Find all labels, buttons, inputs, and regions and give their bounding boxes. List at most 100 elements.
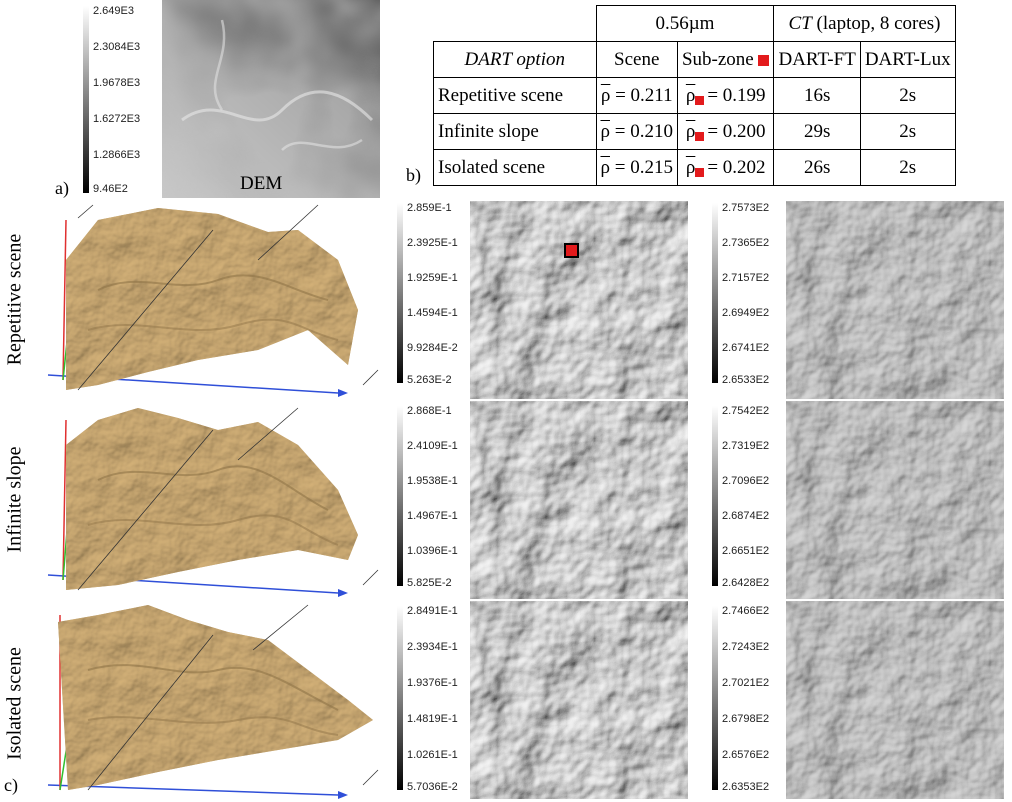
wavelength-header: 0.56µm <box>595 5 775 42</box>
rho-symbol: ρ <box>600 120 610 142</box>
scene-value: = 0.210 <box>614 120 673 142</box>
subzone-marker-icon <box>758 54 770 66</box>
row-option: Isolated scene <box>433 149 597 186</box>
colorbar-gradient <box>397 606 403 790</box>
row-scene-value: ρ = 0.211 <box>595 77 678 114</box>
colorbar-gradient <box>712 203 718 383</box>
table-row: Isolated scene ρ = 0.215 ρ = 0.202 26s 2s <box>433 149 956 186</box>
reflectance-colorbar-infinite: 2.868E-1 2.4109E-1 1.9538E-1 1.4967E-1 1… <box>397 405 469 589</box>
dart-results-table: 0.56µm CT (laptop, 8 cores) DART option … <box>433 5 956 186</box>
dem-colorbar-label: 1.9678E3 <box>93 77 141 89</box>
colorbar-label: 2.3925E-1 <box>407 237 458 249</box>
colorbar-gradient <box>712 606 718 790</box>
subzone-value: = 0.200 <box>707 120 766 142</box>
colorbar-label: 2.6874E2 <box>722 510 770 522</box>
colorbar-label: 1.9259E-1 <box>407 272 458 284</box>
reflectance-colorbar-isolated: 2.8491E-1 2.3934E-1 1.9376E-1 1.4819E-1 … <box>397 605 469 793</box>
reflectance-image-infinite <box>470 401 688 599</box>
colorbar-label: 2.8491E-1 <box>407 605 458 617</box>
colorbar-label: 2.859E-1 <box>407 202 452 214</box>
colorbar-label: 9.9284E-2 <box>407 342 458 354</box>
colorbar-label: 2.6533E2 <box>722 374 770 386</box>
subzone-marker-icon <box>695 167 705 177</box>
colorbar-label: 1.4594E-1 <box>407 307 458 319</box>
row-subzone-value: ρ = 0.199 <box>676 77 775 114</box>
rho-symbol: ρ <box>685 120 696 142</box>
temperature-colorbar-isolated: 2.7466E2 2.7243E2 2.7021E2 2.6798E2 2.65… <box>712 605 784 793</box>
reflectance-image-repetitive <box>470 201 688 399</box>
colorbar-label: 2.7157E2 <box>722 272 770 284</box>
colorbar-label: 2.868E-1 <box>407 405 452 417</box>
rho-symbol: ρ <box>600 156 610 178</box>
colorbar-label: 2.3934E-1 <box>407 641 458 653</box>
dem-colorbar-label: 9.46E2 <box>93 183 128 195</box>
rho-symbol: ρ <box>685 84 696 106</box>
panel-b-letter: b) <box>406 165 421 185</box>
colorbar-label: 5.825E-2 <box>407 577 452 589</box>
col-ft-header: DART-FT <box>773 41 861 78</box>
dem-colorbar-label: 1.2866E3 <box>93 149 141 161</box>
colorbar-label: 2.7466E2 <box>722 605 770 617</box>
reflectance-colorbar-repetitive: 2.859E-1 2.3925E-1 1.9259E-1 1.4594E-1 9… <box>397 202 469 386</box>
row-label-isolated: Isolated scene <box>3 647 26 760</box>
temperature-image-isolated <box>786 601 1004 799</box>
terrain-3d-view-isolated <box>38 600 388 800</box>
row-label-repetitive: Repetitive scene <box>3 233 26 366</box>
colorbar-label: 1.4819E-1 <box>407 713 458 725</box>
temperature-image-infinite <box>786 401 1004 599</box>
colorbar-label: 2.7021E2 <box>722 677 770 689</box>
row-lux-time: 2s <box>859 113 956 150</box>
row-option: Infinite slope <box>433 113 597 150</box>
colorbar-label: 2.6798E2 <box>722 713 770 725</box>
terrain-3d-view-repetitive <box>38 200 388 400</box>
colorbar-gradient <box>712 406 718 586</box>
subzone-marker-icon <box>564 243 579 258</box>
colorbar-gradient <box>397 406 403 586</box>
colorbar-label: 2.4109E-1 <box>407 440 458 452</box>
row-option: Repetitive scene <box>433 77 597 114</box>
panel-a-letter: a) <box>55 178 69 198</box>
row-lux-time: 2s <box>859 77 956 114</box>
colorbar-label: 2.6741E2 <box>722 342 770 354</box>
colorbar-label: 2.7542E2 <box>722 405 770 417</box>
colorbar-label: 1.0396E-1 <box>407 545 458 557</box>
colorbar-gradient <box>397 203 403 383</box>
table-header-row: 0.56µm CT (laptop, 8 cores) <box>434 5 956 42</box>
colorbar-label: 1.9376E-1 <box>407 677 458 689</box>
colorbar-label: 2.6651E2 <box>722 545 770 557</box>
colorbar-label: 5.7036E-2 <box>407 781 458 793</box>
colorbar-label: 2.7365E2 <box>722 237 770 249</box>
table-row: Repetitive scene ρ = 0.211 ρ = 0.199 16s … <box>433 77 956 114</box>
table-row: Infinite slope ρ = 0.210 ρ = 0.200 29s 2s <box>433 113 956 150</box>
scene-value: = 0.215 <box>614 156 673 178</box>
terrain-3d-view-infinite <box>38 400 388 600</box>
colorbar-label: 5.263E-2 <box>407 374 452 386</box>
panel-c-letter: c) <box>4 775 18 795</box>
colorbar-label: 1.0261E-1 <box>407 749 458 761</box>
temperature-image-repetitive <box>786 201 1004 399</box>
colorbar-label: 2.7243E2 <box>722 641 770 653</box>
row-lux-time: 2s <box>859 149 956 186</box>
colorbar-label: 2.7573E2 <box>722 202 770 214</box>
col-lux-header: DART-Lux <box>859 41 956 78</box>
dem-image: DEM <box>162 0 380 198</box>
temperature-colorbar-repetitive: 2.7573E2 2.7365E2 2.7157E2 2.6949E2 2.67… <box>712 202 784 386</box>
col-option-header: DART option <box>433 41 597 78</box>
col-scene-header: Scene <box>595 41 678 78</box>
row-ft-time: 29s <box>773 113 861 150</box>
colorbar-label: 2.7096E2 <box>722 475 770 487</box>
colorbar-label: 2.7319E2 <box>722 440 770 452</box>
temperature-colorbar-infinite: 2.7542E2 2.7319E2 2.7096E2 2.6874E2 2.66… <box>712 405 784 589</box>
ct-header: CT (laptop, 8 cores) <box>773 5 956 42</box>
subzone-marker-icon <box>695 95 705 105</box>
subzone-value: = 0.202 <box>707 156 766 178</box>
row-label-infinite: Infinite slope <box>3 446 26 553</box>
dem-colorbar-label: 2.649E3 <box>93 5 134 17</box>
dem-colorbar-label: 1.6272E3 <box>93 113 141 125</box>
dem-label: DEM <box>240 173 283 194</box>
scene-value: = 0.211 <box>615 84 673 106</box>
row-ft-time: 26s <box>773 149 861 186</box>
col-subzone-header: Sub-zone <box>676 41 775 78</box>
subzone-value: = 0.199 <box>707 84 766 106</box>
rho-symbol: ρ <box>600 84 611 106</box>
